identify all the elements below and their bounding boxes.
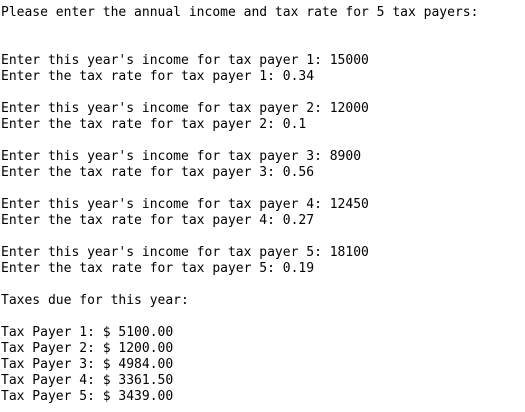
result-line: Tax Payer 4: $ 3361.50 [1,373,174,388]
income-line: Enter this year's income for tax payer 5… [1,245,369,260]
result-line: Tax Payer 3: $ 4984.00 [1,357,174,372]
result-line: Tax Payer 1: $ 5100.00 [1,325,174,340]
result-line: Tax Payer 2: $ 1200.00 [1,341,174,356]
income-line: Enter this year's income for tax payer 2… [1,101,369,116]
result-line: Tax Payer 5: $ 3439.00 [1,389,174,404]
rate-line: Enter the tax rate for tax payer 3: 0.56 [1,165,315,180]
rate-line: Enter the tax rate for tax payer 4: 0.27 [1,213,315,228]
income-line: Enter this year's income for tax payer 3… [1,149,362,164]
income-line: Enter this year's income for tax payer 4… [1,197,369,212]
summary-title: Taxes due for this year: [1,293,189,308]
rate-line: Enter the tax rate for tax payer 1: 0.34 [1,69,315,84]
income-line: Enter this year's income for tax payer 1… [1,53,369,68]
rate-line: Enter the tax rate for tax payer 2: 0.1 [1,117,307,132]
rate-line: Enter the tax rate for tax payer 5: 0.19 [1,261,315,276]
prompt-line: Please enter the annual income and tax r… [1,5,479,20]
